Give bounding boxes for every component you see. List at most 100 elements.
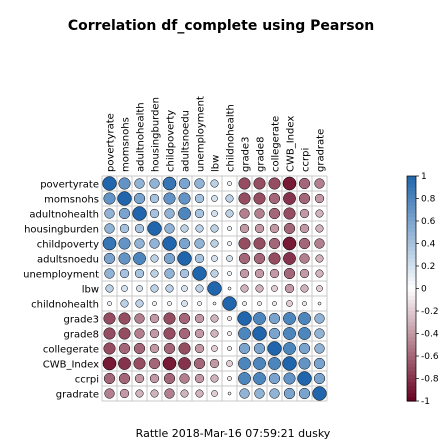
- correlation-circle: [194, 208, 205, 219]
- legend-tick-label: -0.2: [421, 307, 439, 317]
- correlation-circle: [282, 356, 297, 371]
- correlation-circle: [254, 268, 265, 279]
- correlation-circle: [268, 327, 281, 340]
- correlation-circle: [195, 224, 204, 233]
- row-label: adultsnoedu: [37, 255, 99, 266]
- correlation-circle: [163, 372, 176, 385]
- correlation-circle: [222, 296, 237, 311]
- correlation-circle: [299, 253, 310, 264]
- legend-swatch: [407, 209, 416, 215]
- correlation-circle: [178, 177, 191, 190]
- correlation-circle: [194, 238, 205, 249]
- correlation-circle: [314, 178, 325, 189]
- correlation-circle: [181, 285, 188, 292]
- column-label: housingburden: [151, 97, 162, 172]
- correlation-circle: [149, 343, 160, 354]
- correlation-circle: [315, 224, 324, 233]
- legend-swatch: [407, 386, 416, 391]
- correlation-circle: [227, 181, 232, 186]
- correlation-circle: [134, 238, 145, 249]
- correlation-circle: [119, 388, 130, 399]
- legend-swatch: [407, 371, 416, 376]
- legend-swatch: [407, 258, 416, 263]
- correlation-circle: [239, 388, 250, 399]
- correlation-circle: [193, 357, 206, 370]
- correlation-circle: [283, 252, 296, 265]
- correlation-circle: [194, 253, 205, 264]
- legend-swatch: [407, 254, 416, 260]
- legend-swatch: [407, 284, 416, 290]
- correlation-circle: [210, 239, 219, 248]
- legend-swatch: [407, 356, 416, 361]
- legend-swatch: [407, 389, 416, 395]
- row-label: childnohealth: [31, 300, 99, 311]
- correlation-circle: [164, 388, 175, 399]
- correlation-circle: [104, 223, 115, 234]
- correlation-circle: [238, 342, 251, 355]
- correlation-circle: [132, 206, 147, 221]
- correlation-circle: [302, 301, 307, 306]
- correlation-circle: [133, 192, 146, 205]
- legend-tick-label: -1: [421, 397, 430, 407]
- correlation-circle: [254, 388, 265, 399]
- correlation-circle: [253, 192, 266, 205]
- correlation-circle: [227, 346, 232, 351]
- legend-swatch: [407, 337, 416, 342]
- column-label: grade3: [241, 137, 252, 172]
- legend-swatch: [407, 374, 416, 380]
- correlation-circle: [167, 301, 172, 306]
- legend-swatch: [407, 281, 416, 286]
- legend-tick-label: 0.6: [421, 217, 436, 227]
- correlation-circle: [283, 222, 296, 235]
- column-label: lbw: [211, 155, 222, 172]
- correlation-circle: [103, 192, 116, 205]
- correlation-circle: [133, 252, 146, 265]
- correlation-circle: [135, 389, 144, 398]
- column-labels: povertyrate momsnohs adultnohealth housingb…: [106, 96, 327, 172]
- correlation-circle: [207, 281, 222, 296]
- correlation-circle: [253, 237, 266, 250]
- legend-swatch: [407, 314, 416, 320]
- correlation-circle: [117, 191, 132, 206]
- correlation-circle: [283, 207, 296, 220]
- legend-swatch: [407, 273, 416, 278]
- correlation-circle: [298, 342, 311, 355]
- correlation-circle: [286, 300, 293, 307]
- color-legend: 1 0.8 0.6 0.4 0.2 0 -0.2 -0.4 -0.6 -0.8 -1: [406, 172, 439, 407]
- correlation-circle: [254, 223, 265, 234]
- correlation-circle: [134, 313, 145, 324]
- column-label: gradrate: [316, 129, 327, 172]
- row-labels: povertyrate momsnohs adultnohealth housingb…: [23, 180, 99, 401]
- row-label: CWB_Index: [43, 360, 99, 371]
- correlation-circle: [179, 373, 190, 384]
- correlation-circle: [298, 237, 311, 250]
- correlation-circle: [211, 390, 218, 397]
- correlation-circle: [134, 328, 145, 339]
- row-label: gradrate: [56, 390, 99, 401]
- correlation-circle: [238, 252, 251, 265]
- correlation-circle: [162, 236, 177, 251]
- row-label: collegerate: [43, 345, 99, 356]
- correlation-circle: [149, 178, 160, 189]
- correlation-circle: [149, 313, 160, 324]
- correlation-circle: [238, 327, 251, 340]
- legend-swatch: [407, 243, 416, 248]
- correlation-circle: [149, 373, 160, 384]
- correlation-circle: [118, 237, 131, 250]
- correlation-circle: [283, 327, 296, 340]
- legend-swatch: [407, 348, 416, 353]
- correlation-circle: [299, 223, 310, 234]
- row-label: grade8: [64, 330, 99, 341]
- correlation-circle: [268, 372, 281, 385]
- correlation-circle: [134, 373, 145, 384]
- correlation-circle: [227, 331, 232, 336]
- correlation-circle: [164, 208, 175, 219]
- correlation-circle: [104, 268, 115, 279]
- correlation-circle: [317, 301, 322, 306]
- correlation-circle: [178, 327, 191, 340]
- correlation-circle: [238, 372, 251, 385]
- row-label: housingburden: [24, 225, 99, 236]
- correlation-circle: [211, 255, 218, 262]
- correlation-circle: [178, 207, 191, 220]
- correlation-circle: [102, 236, 117, 251]
